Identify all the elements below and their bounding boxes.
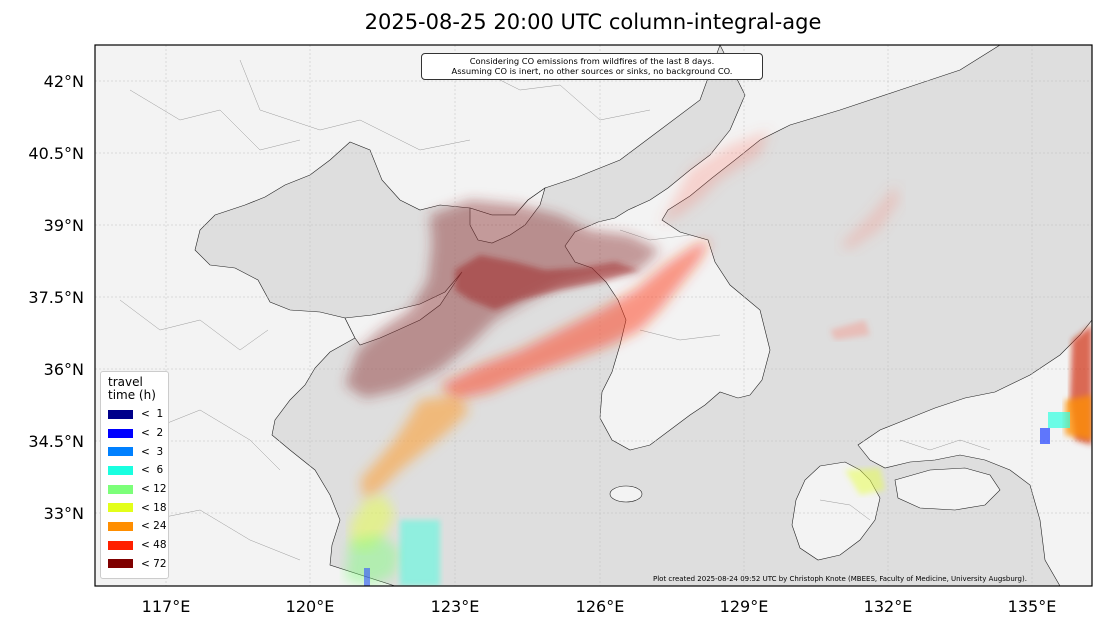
legend-label: < 18 — [141, 501, 167, 514]
legend-swatch — [108, 503, 133, 513]
legend-title: travel time (h) — [108, 376, 168, 402]
lat-tick: 39°N — [44, 216, 84, 235]
legend-item: < 18 — [108, 498, 168, 517]
plume-east — [660, 130, 770, 225]
lon-tick: 126°E — [576, 597, 625, 616]
legend-item: < 24 — [108, 517, 168, 536]
legend-item: < 72 — [108, 555, 168, 574]
plume-24h — [360, 395, 470, 500]
lon-tick: 117°E — [142, 597, 191, 616]
legend-label: < 6 — [141, 464, 164, 477]
legend-label: < 1 — [141, 408, 164, 421]
legend-item: < 48 — [108, 536, 168, 555]
plume-12h — [345, 535, 400, 586]
legend-label: < 2 — [141, 427, 164, 440]
lat-tick: 34.5°N — [28, 432, 84, 451]
map-frame — [94, 44, 1093, 587]
legend-items: < 1 < 2 < 3 < 6 < 12 < 18 < 24 < 48 < 72 — [108, 405, 168, 573]
travel-time-legend: travel time (h) < 1 < 2 < 3 < 6 < 12 < 18 < 24… — [100, 371, 169, 579]
plume-48h — [440, 240, 710, 400]
legend-swatch — [108, 521, 133, 531]
legend-swatch — [108, 484, 133, 494]
legend-swatch — [108, 559, 133, 569]
plume-kyushu — [845, 468, 885, 495]
legend-swatch — [108, 465, 133, 475]
lat-tick: 33°N — [44, 504, 84, 523]
lon-tick: 132°E — [864, 597, 913, 616]
lat-tick: 37.5°N — [28, 288, 84, 307]
lat-tick: 42°N — [44, 72, 84, 91]
legend-item: < 6 — [108, 461, 168, 480]
legend-label: < 48 — [141, 539, 167, 552]
lon-tick: 120°E — [286, 597, 335, 616]
legend-swatch — [108, 447, 133, 457]
longitude-ticks: 117°E 120°E 123°E 126°E 129°E 132°E 135°… — [142, 597, 1057, 616]
plume-japan-orange — [1065, 395, 1092, 440]
assumptions-note: Considering CO emissions from wildfires … — [421, 53, 763, 80]
legend-swatch — [108, 428, 133, 438]
land-shikoku — [894, 467, 1001, 511]
latitude-ticks: 42°N 40.5°N 39°N 37.5°N 36°N 34.5°N 33°N — [28, 72, 84, 523]
plume-east2 — [840, 185, 900, 250]
plume-aged-core — [455, 255, 640, 310]
legend-item: < 12 — [108, 480, 168, 499]
plume-6h — [400, 520, 440, 586]
lon-tick: 123°E — [431, 597, 480, 616]
lon-tick: 129°E — [720, 597, 769, 616]
map-title: 2025-08-25 20:00 UTC column-integral-age — [364, 10, 822, 34]
plume-2h — [364, 568, 370, 586]
plume-japan-faint — [830, 320, 870, 340]
legend-item: < 2 — [108, 424, 168, 443]
note-line: Considering CO emissions from wildfires … — [469, 56, 715, 66]
admin-boundaries — [99, 59, 991, 561]
lon-tick: 135°E — [1008, 597, 1057, 616]
lat-tick: 40.5°N — [28, 144, 84, 163]
plot-credit: Plot created 2025-08-24 09:52 UTC by Chr… — [653, 575, 1027, 583]
legend-label: < 3 — [141, 445, 164, 458]
lat-tick: 36°N — [44, 360, 84, 379]
plume-japan-cyan — [1048, 412, 1070, 428]
legend-title-line: time (h) — [108, 388, 156, 402]
legend-item: < 1 — [108, 405, 168, 424]
note-line: Assuming CO is inert, no other sources o… — [451, 66, 733, 76]
land-honshu — [857, 319, 1092, 586]
plume-japan-blue — [1040, 428, 1050, 444]
smoke-plumes — [345, 130, 1092, 586]
legend-label: < 12 — [141, 483, 167, 496]
legend-label: < 72 — [141, 557, 167, 570]
land-jeju — [609, 485, 643, 503]
legend-label: < 24 — [141, 520, 167, 533]
legend-item: < 3 — [108, 442, 168, 461]
legend-swatch — [108, 540, 133, 550]
plume-18h — [350, 495, 395, 550]
legend-swatch — [108, 409, 133, 419]
legend-title-line: travel — [108, 375, 143, 389]
